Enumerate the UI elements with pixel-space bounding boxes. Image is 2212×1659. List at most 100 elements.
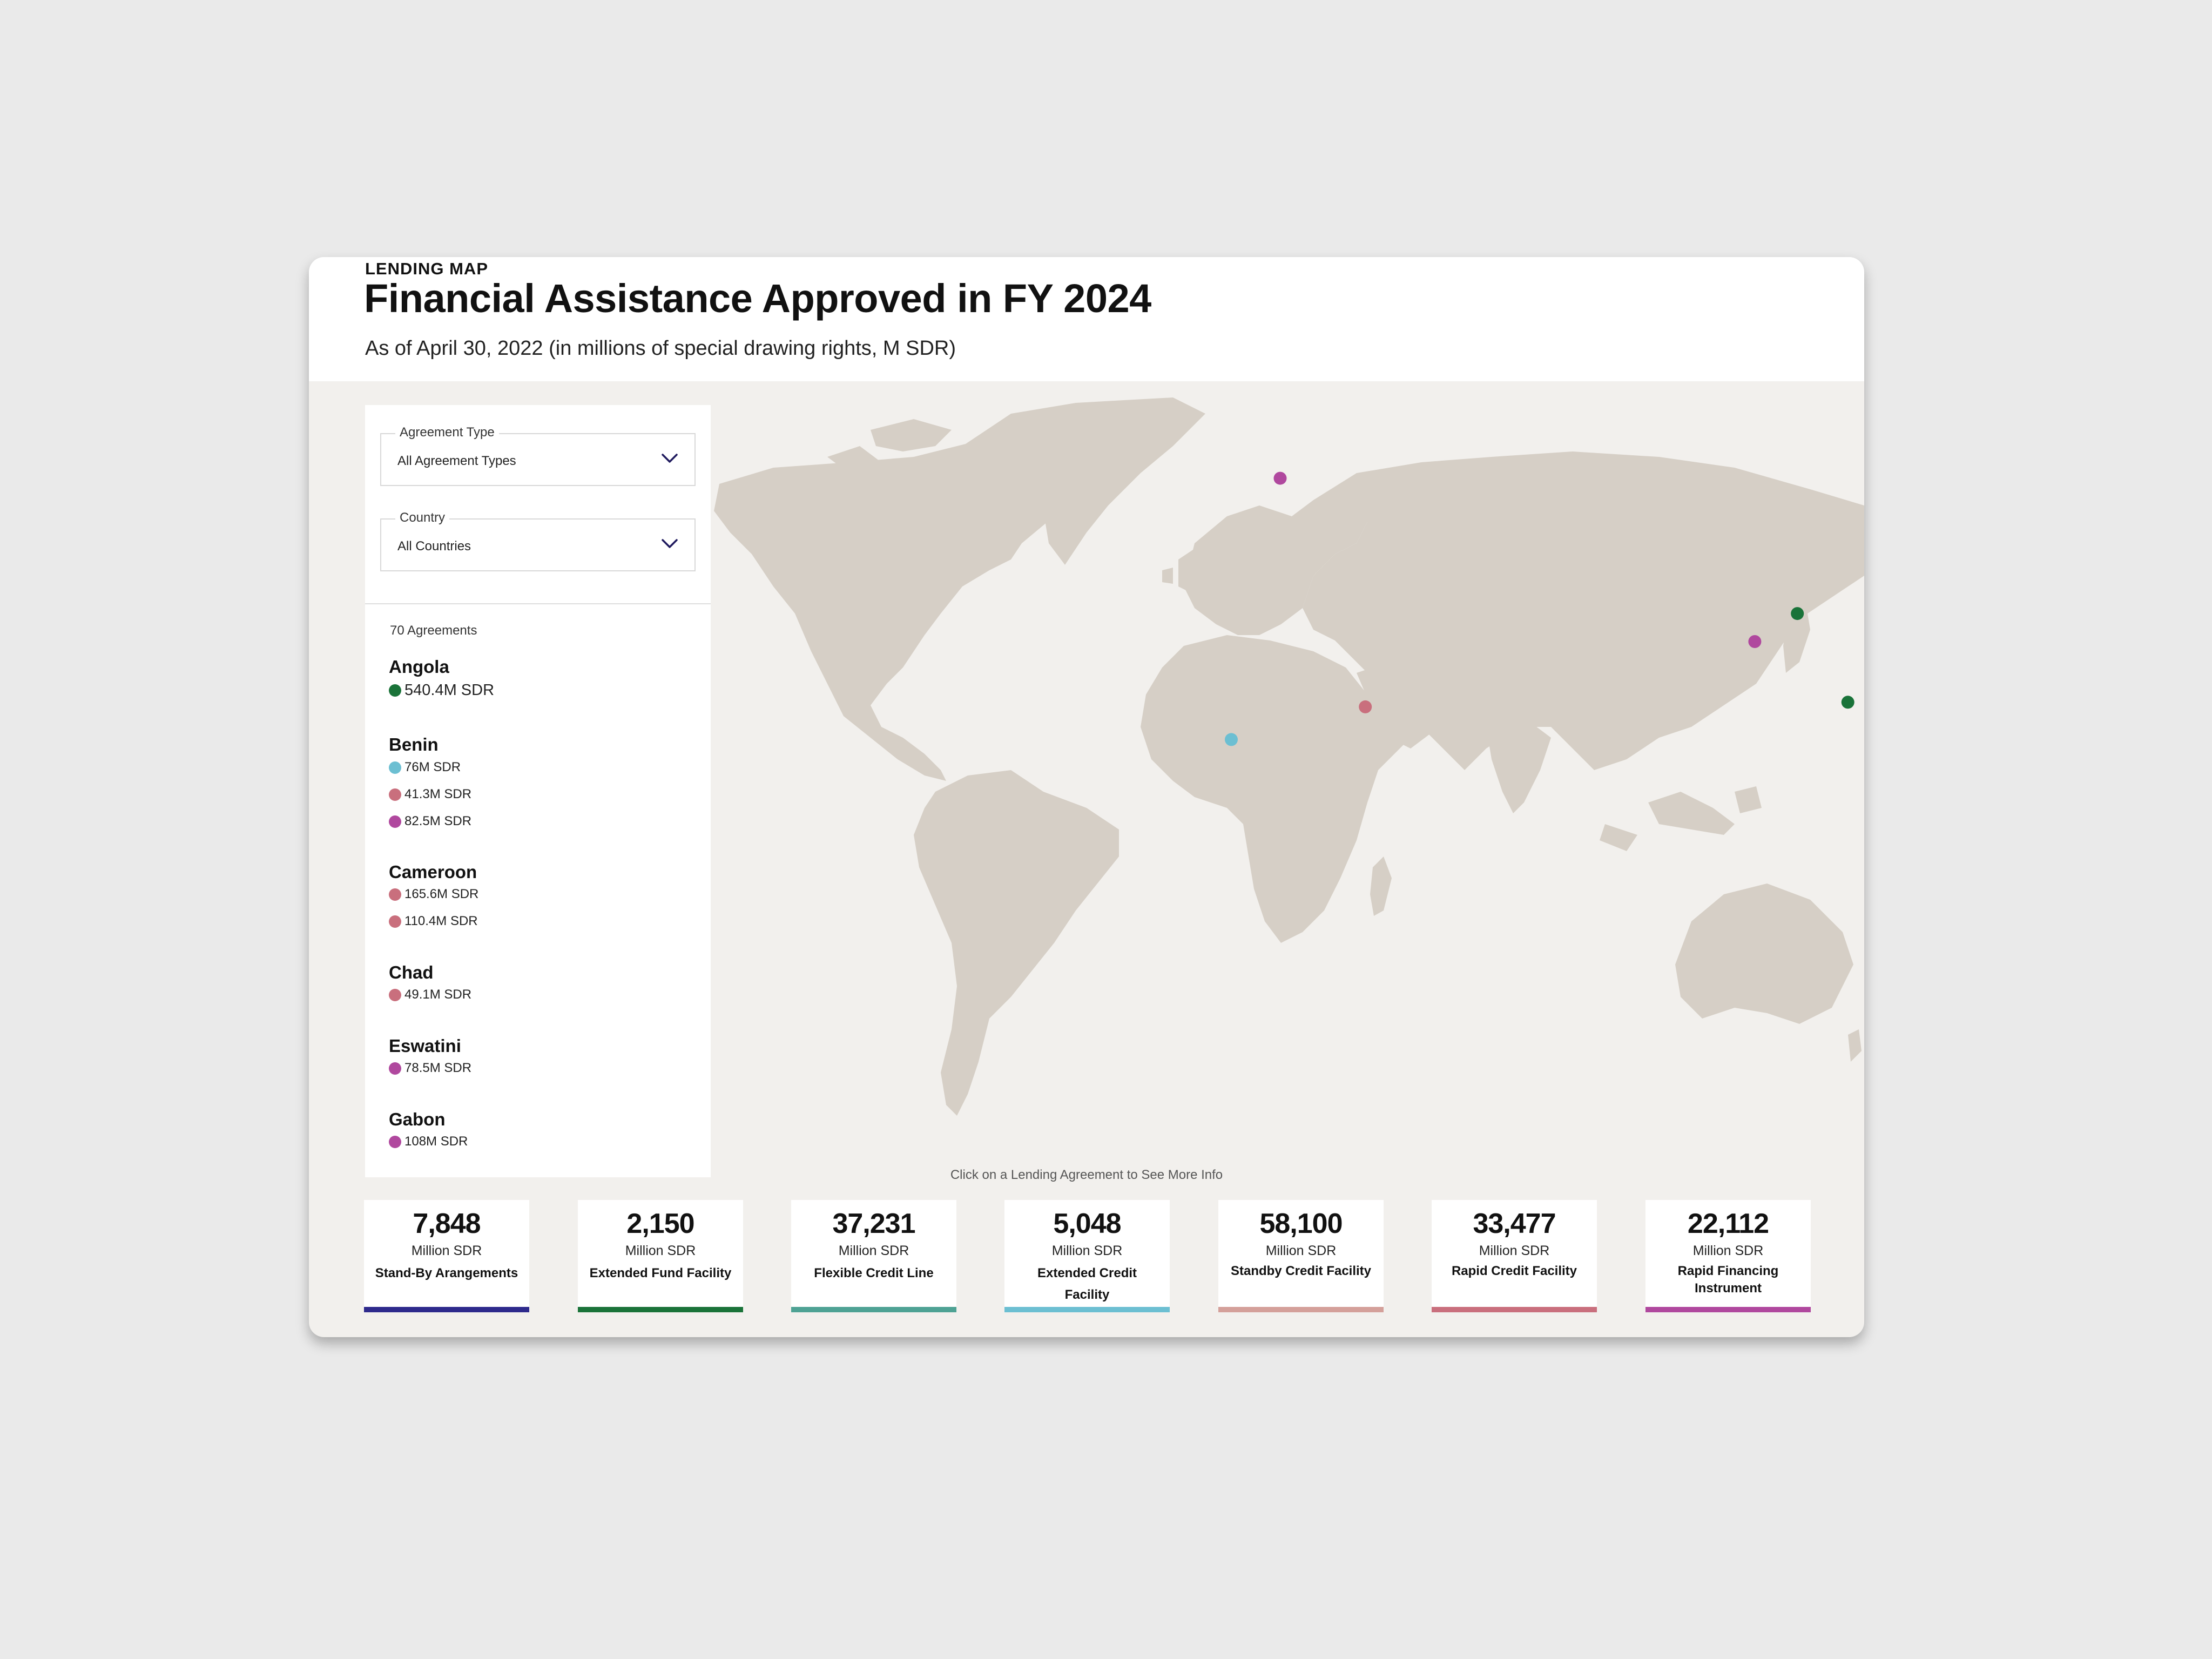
agreements-count: 70 Agreements: [390, 623, 477, 638]
panel-divider: [365, 603, 711, 604]
stat-color-bar: [364, 1307, 529, 1312]
page-subtitle: As of April 30, 2022 (in millions of spe…: [365, 337, 956, 360]
lending-map-card: LENDING MAP Financial Assistance Approve…: [309, 257, 1864, 1337]
agreement-amount[interactable]: 82.5M SDR: [389, 814, 471, 829]
agreement-marker[interactable]: [1273, 471, 1287, 485]
agreement-marker[interactable]: [1748, 635, 1762, 648]
stat-card-rapid-credit[interactable]: 33,477 Million SDR Rapid Credit Facility: [1432, 1200, 1597, 1312]
agreement-dot: [389, 761, 401, 774]
country-name-gabon[interactable]: Gabon: [389, 1109, 446, 1129]
stat-card-standby-credit[interactable]: 58,100 Million SDR Standby Credit Facili…: [1218, 1200, 1384, 1312]
arabia-land: [1357, 662, 1443, 748]
agreement-marker[interactable]: [1359, 700, 1372, 713]
agreement-amount[interactable]: 76M SDR: [389, 760, 461, 775]
stat-value: 58,100: [1259, 1208, 1343, 1239]
new-zealand-land: [1848, 1029, 1862, 1062]
greenland-land: [962, 397, 1205, 565]
north-america-land: [714, 441, 1097, 781]
world-map[interactable]: [709, 381, 1864, 1137]
stat-card-rapid-financing[interactable]: 22,112 Million SDR Rapid Financing Instr…: [1645, 1200, 1811, 1312]
agreement-marker[interactable]: [1225, 733, 1238, 746]
stat-value: 37,231: [832, 1208, 915, 1239]
page-title: Financial Assistance Approved in FY 2024: [364, 276, 1151, 321]
madagascar-land: [1370, 857, 1392, 916]
chevron-down-icon: [662, 539, 678, 548]
agreement-amount[interactable]: 41.3M SDR: [389, 787, 471, 802]
stat-label: Extended Credit Facility: [1037, 1266, 1137, 1302]
canada-islands-land: [827, 419, 952, 473]
stat-label: Rapid Credit Facility: [1451, 1264, 1577, 1278]
agreement-amount[interactable]: 78.5M SDR: [389, 1061, 471, 1076]
filter-panel: Agreement Type All Agreement Types Count…: [365, 405, 711, 1177]
agreement-dot: [389, 888, 401, 901]
amount-text: 78.5M SDR: [404, 1061, 472, 1075]
stat-color-bar: [1432, 1307, 1597, 1312]
country-select[interactable]: Country All Countries: [380, 510, 696, 571]
stat-color-bar: [1218, 1307, 1384, 1312]
stat-unit: Million SDR: [1265, 1243, 1337, 1258]
map-hint: Click on a Lending Agreement to See More…: [950, 1168, 1223, 1182]
agreement-type-label: Agreement Type: [395, 425, 499, 440]
south-america-land: [914, 770, 1119, 1116]
amount-text: 540.4M SDR: [404, 682, 495, 699]
europe-land: [1184, 495, 1367, 635]
country-value: All Countries: [397, 539, 471, 554]
agreement-dot: [389, 788, 401, 801]
stat-card-extended-credit[interactable]: 5,048 Million SDR Extended Credit Facili…: [1004, 1200, 1170, 1312]
land-masses: [714, 397, 1864, 1116]
amount-text: 165.6M SDR: [404, 887, 479, 901]
stat-card-extended-fund[interactable]: 2,150 Million SDR Extended Fund Facility: [578, 1200, 743, 1312]
stat-color-bar: [1004, 1307, 1170, 1312]
agreement-marker[interactable]: [1841, 696, 1854, 709]
country-name-benin[interactable]: Benin: [389, 734, 439, 754]
amount-text: 49.1M SDR: [404, 987, 472, 1002]
country-name-cameroon[interactable]: Cameroon: [389, 862, 477, 882]
agreement-amount[interactable]: 110.4M SDR: [389, 914, 478, 929]
amount-text: 41.3M SDR: [404, 787, 472, 801]
agreement-dot: [389, 815, 401, 828]
stat-value: 33,477: [1473, 1208, 1556, 1239]
agreement-type-value: All Agreement Types: [397, 454, 516, 468]
stat-unit: Million SDR: [625, 1243, 696, 1258]
agreement-dot: [389, 915, 401, 928]
amount-text: 76M SDR: [404, 760, 461, 774]
chevron-down-icon: [662, 454, 678, 463]
stat-value: 5,048: [1053, 1208, 1121, 1239]
stat-unit: Million SDR: [1692, 1243, 1764, 1258]
agreement-amount[interactable]: 49.1M SDR: [389, 987, 471, 1002]
amount-text: 108M SDR: [404, 1134, 468, 1149]
amount-text: 110.4M SDR: [404, 914, 478, 928]
stat-label: Standby Credit Facility: [1230, 1264, 1372, 1278]
stat-value: 22,112: [1687, 1208, 1769, 1239]
amount-text: 82.5M SDR: [404, 814, 472, 828]
world-map-svg[interactable]: [709, 381, 1864, 1137]
stat-label: Rapid Financing Instrument: [1677, 1264, 1779, 1296]
agreement-dot: [389, 684, 401, 697]
stat-unit: Million SDR: [1479, 1243, 1550, 1258]
stat-label: Stand-By Arangements: [375, 1266, 518, 1280]
stat-label: Extended Fund Facility: [589, 1266, 732, 1280]
japan-land: [1783, 597, 1810, 673]
stat-color-bar: [578, 1307, 743, 1312]
india-land: [1486, 721, 1551, 813]
card-header: LENDING MAP Financial Assistance Approve…: [309, 257, 1864, 381]
africa-land: [1141, 635, 1411, 943]
agreement-amount[interactable]: 165.6M SDR: [389, 887, 478, 902]
country-name-chad[interactable]: Chad: [389, 962, 434, 982]
stat-card-stand-by[interactable]: 7,848 Million SDR Stand-By Arangements: [364, 1200, 529, 1312]
agreement-markers[interactable]: [709, 381, 1864, 1137]
stat-value: 2,150: [626, 1208, 694, 1239]
southeast-asia-islands-land: [1600, 786, 1762, 851]
country-name-eswatini[interactable]: Eswatini: [389, 1036, 461, 1056]
stat-card-flexible-credit[interactable]: 37,231 Million SDR Flexible Credit Line: [791, 1200, 956, 1312]
country-name-angola[interactable]: Angola: [389, 657, 449, 677]
stat-color-bar: [791, 1307, 956, 1312]
agreement-amount[interactable]: 540.4M SDR: [389, 682, 494, 699]
agreement-type-select[interactable]: Agreement Type All Agreement Types: [380, 425, 696, 486]
stat-unit: Million SDR: [838, 1243, 909, 1258]
stat-color-bar: [1645, 1307, 1811, 1312]
agreement-amount[interactable]: 108M SDR: [389, 1134, 468, 1149]
british-isles-land: [1162, 549, 1200, 592]
agreement-dot: [389, 1135, 401, 1148]
agreement-marker[interactable]: [1791, 607, 1804, 621]
